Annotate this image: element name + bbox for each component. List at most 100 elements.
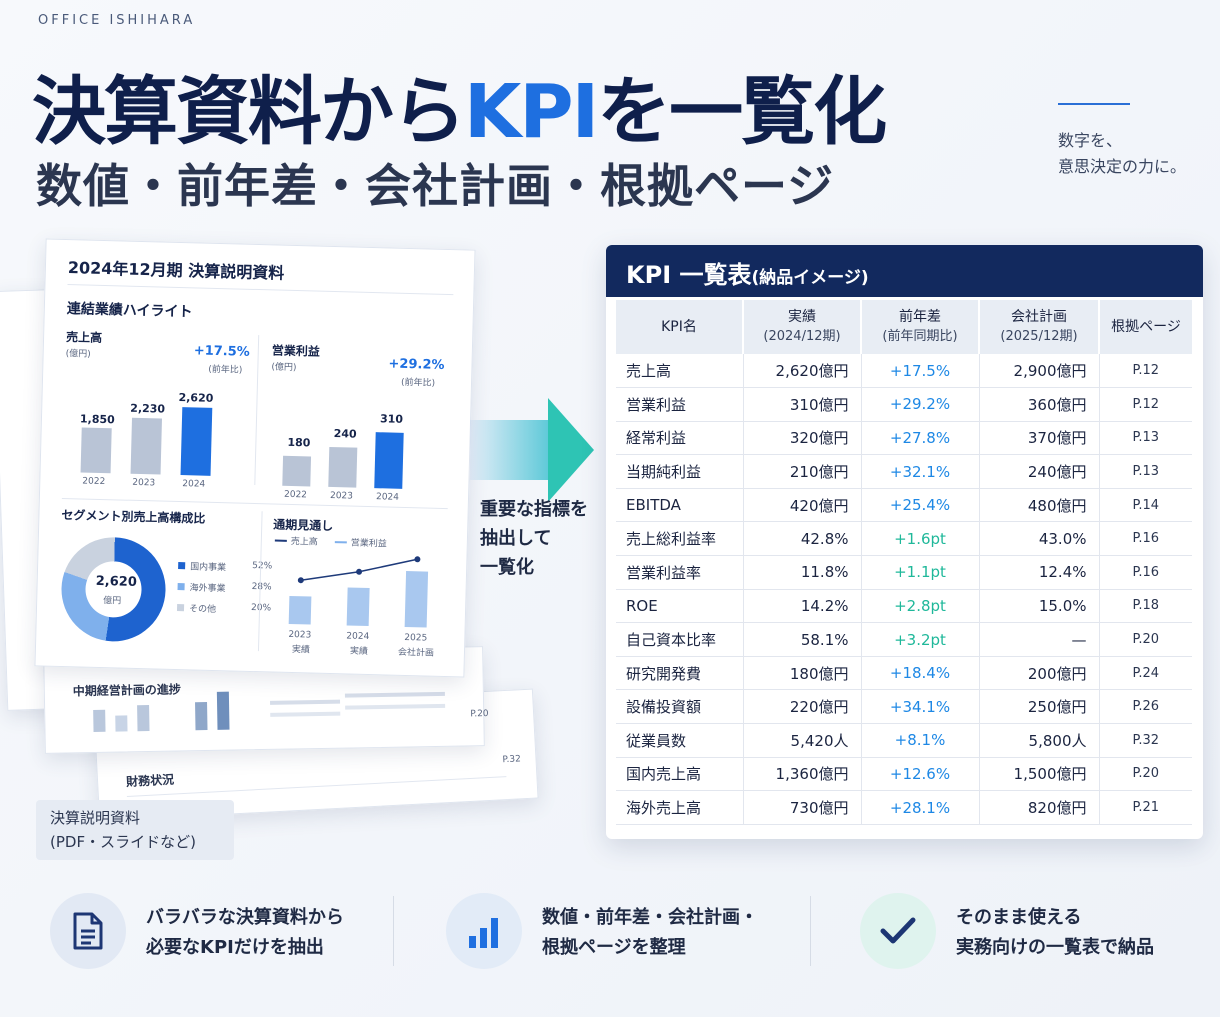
back2-rule bbox=[126, 776, 507, 797]
feature-line: そのまま使える bbox=[956, 907, 1082, 928]
op-year-2024: 2024 bbox=[375, 492, 400, 503]
outlook-point bbox=[356, 568, 363, 575]
kpi-actual-cell: 5,420人 bbox=[743, 723, 862, 758]
back1-page: P.20 bbox=[470, 709, 489, 720]
kpi-diff-cell: +2.8pt bbox=[861, 589, 980, 624]
kpi-plan-cell: 240億円 bbox=[979, 454, 1100, 489]
kpi-actual-cell: 14.2% bbox=[743, 589, 862, 624]
kpi-page-cell: P.13 bbox=[1099, 421, 1192, 456]
kpi-page-cell: P.20 bbox=[1099, 622, 1192, 657]
op-val-2024: 310 bbox=[379, 412, 404, 426]
kpi-table-title: KPI 一覧表 bbox=[626, 261, 752, 289]
source-caption: 決算説明資料 (PDF・スライドなど) bbox=[36, 800, 234, 860]
feature-line: 根拠ページを整理 bbox=[542, 937, 686, 958]
kpi-name-cell: 当期純利益 bbox=[616, 454, 744, 489]
sales-pct: +17.5% bbox=[193, 343, 250, 360]
kpi-actual-cell: 310億円 bbox=[743, 387, 862, 422]
header-main: 前年差 bbox=[899, 309, 941, 325]
document-icon bbox=[50, 893, 126, 969]
sales-val-2023: 2,230 bbox=[130, 401, 166, 416]
kpi-diff-cell: +34.1% bbox=[861, 689, 980, 725]
kpi-row: 従業員数 5,420人 +8.1% 5,800人 P.32 bbox=[616, 723, 1192, 758]
outlook-bar-2024 bbox=[346, 587, 370, 627]
legend-item: その他 20% bbox=[176, 601, 271, 622]
back1-line bbox=[344, 691, 445, 698]
sales-pct-note: (前年比) bbox=[208, 364, 243, 376]
kpi-table-header-row: KPI名 実績 (2024/12期) 前年差 (前年同期比) 会社計画 (2025/1… bbox=[616, 300, 1192, 354]
headline: 決算資料からKPIを一覧化 bbox=[32, 52, 887, 159]
arrow-text-line3: 一覧化 bbox=[480, 557, 534, 578]
sales-bar-2023 bbox=[130, 417, 163, 475]
header-sub: (2024/12期) bbox=[763, 329, 841, 344]
segment-center-unit: 億円 bbox=[103, 596, 122, 607]
outlook-bar-2023 bbox=[288, 595, 312, 625]
legend-pct: 52% bbox=[252, 560, 273, 572]
legend-pct: 20% bbox=[250, 602, 272, 614]
doc-title: 2024年12月期 決算説明資料 bbox=[67, 258, 285, 283]
checkmark-icon bbox=[860, 893, 936, 969]
outlook-point bbox=[414, 556, 421, 563]
header-main: 実績 bbox=[788, 309, 816, 325]
kpi-diff-cell: +12.6% bbox=[861, 757, 980, 792]
back2-title: 財務状況 bbox=[125, 772, 175, 789]
feature-organize-text: 数値・前年差・会社計画・ 根拠ページを整理 bbox=[542, 903, 758, 963]
kpi-table-title-note: (納品イメージ) bbox=[751, 268, 869, 288]
op-profit-label: 営業利益 bbox=[271, 343, 321, 359]
kpi-row: 国内売上高 1,360億円 +12.6% 1,500億円 P.20 bbox=[616, 757, 1192, 792]
kpi-diff-cell: +32.1% bbox=[861, 454, 980, 489]
back1-bar bbox=[137, 705, 150, 732]
header-page: 根拠ページ bbox=[1099, 300, 1192, 354]
kpi-actual-cell: 730億円 bbox=[743, 790, 862, 825]
op-year-2023: 2023 bbox=[329, 490, 354, 502]
kpi-plan-cell: 1,500億円 bbox=[979, 757, 1100, 792]
header-plan: 会社計画 (2025/12期) bbox=[979, 300, 1100, 354]
kpi-actual-cell: 320億円 bbox=[743, 421, 862, 456]
back2-page: P.32 bbox=[502, 754, 522, 766]
legend-item: 海外事業 28% bbox=[177, 580, 272, 601]
kpi-name-cell: 営業利益 bbox=[616, 387, 744, 422]
segment-legend: 国内事業 52% 海外事業 28% その他 20% bbox=[176, 559, 272, 622]
kpi-page-cell: P.21 bbox=[1099, 790, 1192, 825]
header-diff: 前年差 (前年同期比) bbox=[861, 300, 980, 354]
kpi-row: 売上総利益率 42.8% +1.6pt 43.0% P.16 bbox=[616, 521, 1192, 557]
outlook-x-2024: 2024 bbox=[346, 631, 370, 643]
kpi-diff-cell: +25.4% bbox=[861, 488, 980, 523]
back1-title: 中期経営計画の進捗 bbox=[72, 682, 181, 699]
kpi-plan-cell: 360億円 bbox=[979, 387, 1100, 422]
feature-organize: 数値・前年差・会社計画・ 根拠ページを整理 bbox=[446, 893, 786, 969]
kpi-diff-cell: +1.1pt bbox=[861, 555, 980, 590]
kpi-plan-cell: 820億円 bbox=[979, 790, 1100, 825]
feature-line: バラバラな決算資料から bbox=[146, 907, 344, 928]
op-bar-2023 bbox=[328, 446, 358, 488]
kpi-diff-cell: +17.5% bbox=[861, 354, 980, 389]
op-bar-2024 bbox=[374, 432, 404, 489]
kpi-plan-cell: — bbox=[979, 622, 1100, 657]
legend-name: その他 bbox=[188, 604, 217, 616]
outlook-title: 通期見通し bbox=[273, 517, 334, 534]
kpi-page-cell: P.13 bbox=[1099, 454, 1192, 489]
outlook-x-2023: 2023 bbox=[288, 629, 312, 641]
header-kpi-name: KPI名 bbox=[616, 300, 744, 354]
kpi-actual-cell: 42.8% bbox=[743, 521, 862, 557]
kpi-diff-cell: +18.4% bbox=[861, 656, 980, 691]
kpi-row: ROE 14.2% +2.8pt 15.0% P.18 bbox=[616, 589, 1192, 624]
kpi-actual-cell: 180億円 bbox=[743, 656, 862, 691]
sales-val-2022: 1,850 bbox=[79, 412, 115, 427]
op-year-2022: 2022 bbox=[283, 489, 308, 501]
legend-item: 国内事業 52% bbox=[178, 559, 272, 580]
header-main: KPI名 bbox=[661, 318, 697, 335]
kpi-row: 経常利益 320億円 +27.8% 370億円 P.13 bbox=[616, 421, 1192, 456]
kpi-actual-cell: 11.8% bbox=[743, 555, 862, 590]
kpi-row: 自己資本比率 58.1% +3.2pt — P.20 bbox=[616, 622, 1192, 657]
outlook-x-2024-sub: 実績 bbox=[349, 646, 369, 658]
segment-center-value: 2,620 bbox=[95, 573, 138, 590]
header-sub: (前年同期比) bbox=[882, 329, 958, 344]
op-profit-pct-note: (前年比) bbox=[400, 377, 436, 389]
kpi-diff-cell: +3.2pt bbox=[861, 622, 980, 657]
sales-label: 売上高 bbox=[65, 330, 103, 345]
feature-separator bbox=[810, 896, 811, 966]
arrow-body bbox=[470, 420, 550, 480]
subheadline: 数値・前年差・会社計画・根拠ページ bbox=[36, 159, 835, 213]
outlook-x-2023-sub: 実績 bbox=[291, 645, 311, 656]
kpi-name-cell: 経常利益 bbox=[616, 421, 744, 456]
